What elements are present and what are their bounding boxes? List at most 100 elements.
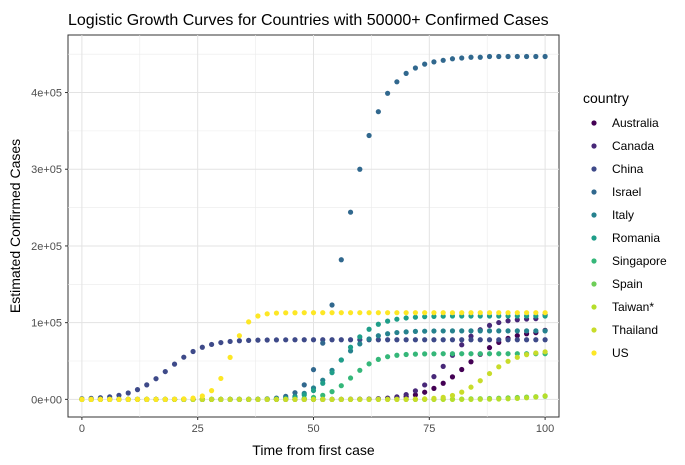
data-point — [440, 310, 446, 316]
data-point — [385, 337, 391, 343]
legend-key — [591, 327, 597, 333]
data-point — [468, 54, 474, 60]
data-point — [477, 378, 483, 384]
data-point — [292, 390, 298, 396]
legend-item: US — [591, 346, 629, 360]
data-point — [403, 315, 409, 321]
data-point — [292, 337, 298, 343]
data-point — [329, 337, 335, 343]
legend-label: Australia — [612, 116, 659, 130]
data-point — [329, 302, 335, 308]
data-point — [97, 396, 104, 402]
data-point — [422, 337, 428, 343]
data-point — [505, 358, 511, 364]
data-point — [459, 396, 465, 402]
data-point — [338, 383, 344, 389]
data-point — [394, 352, 400, 358]
data-point — [227, 354, 233, 360]
data-point — [486, 351, 493, 357]
data-point — [440, 394, 446, 400]
data-point — [385, 318, 391, 324]
data-point — [320, 396, 326, 402]
data-point — [459, 389, 465, 395]
data-point — [523, 395, 530, 401]
y-tick-label: 3e+05 — [31, 164, 62, 176]
data-point — [347, 310, 354, 316]
data-point — [153, 376, 159, 382]
data-point — [496, 396, 502, 402]
grid-major — [68, 35, 559, 417]
data-point — [88, 396, 94, 402]
legend-key — [591, 143, 597, 149]
data-point — [394, 310, 400, 316]
data-point — [440, 328, 446, 334]
data-point — [459, 366, 465, 373]
data-point — [440, 351, 446, 357]
data-point — [533, 53, 539, 60]
legend-item: Italy — [591, 208, 634, 222]
data-point — [125, 390, 131, 396]
data-point — [412, 388, 419, 394]
data-point — [273, 337, 280, 343]
data-point — [440, 337, 446, 343]
legend-key — [591, 166, 597, 172]
y-axis-title: Estimated Confirmed Cases — [7, 139, 23, 313]
legend-item: Thailand — [591, 323, 658, 337]
data-point — [181, 396, 187, 402]
data-point — [292, 396, 298, 402]
data-point — [246, 337, 252, 343]
data-point — [523, 352, 530, 358]
data-point — [366, 336, 372, 342]
data-point — [347, 344, 354, 350]
data-point — [357, 334, 363, 340]
data-point — [301, 337, 307, 343]
data-point — [514, 395, 520, 402]
data-point — [394, 337, 400, 343]
data-point — [412, 314, 419, 320]
data-point — [79, 396, 85, 402]
data-point — [125, 396, 131, 402]
data-point — [449, 56, 456, 62]
data-point — [375, 310, 381, 316]
data-point — [347, 337, 354, 343]
y-tick-label: 2e+05 — [31, 241, 62, 253]
data-point — [486, 310, 493, 316]
data-point — [236, 396, 242, 402]
legend-label: US — [612, 346, 629, 360]
data-point — [236, 333, 242, 339]
data-point — [514, 337, 520, 343]
x-tick-label: 75 — [423, 423, 435, 435]
data-point — [366, 396, 372, 402]
data-point — [329, 370, 335, 376]
data-point — [449, 396, 456, 402]
data-point — [477, 396, 483, 402]
data-point — [422, 328, 428, 334]
data-point — [459, 328, 465, 334]
data-point — [320, 340, 326, 346]
data-point — [394, 316, 400, 322]
data-point — [477, 328, 483, 334]
data-point — [375, 109, 381, 115]
data-point — [283, 337, 289, 343]
data-point — [449, 351, 456, 357]
data-point — [375, 356, 381, 362]
data-point — [514, 53, 520, 60]
data-point — [431, 59, 437, 65]
data-point — [227, 338, 233, 345]
data-point — [468, 337, 474, 343]
data-point — [347, 348, 354, 354]
data-point — [431, 374, 437, 380]
data-point — [514, 354, 520, 360]
data-point — [357, 367, 363, 373]
legend-item: Australia — [591, 116, 659, 130]
data-point — [357, 166, 363, 172]
data-point — [542, 393, 548, 399]
legend-key — [591, 258, 597, 264]
data-point — [412, 396, 419, 402]
data-point — [283, 310, 289, 316]
legend-key — [591, 304, 597, 310]
x-tick-label: 25 — [192, 423, 204, 435]
data-point — [431, 310, 437, 316]
data-point — [514, 317, 520, 323]
data-point — [422, 389, 428, 395]
